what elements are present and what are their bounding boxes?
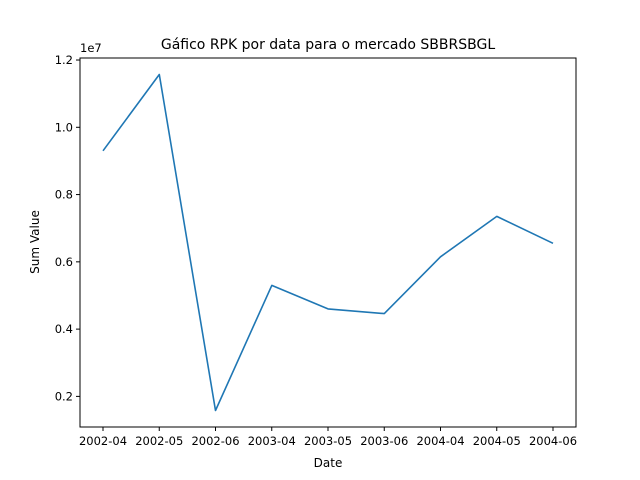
y-axis-label: Sum Value — [28, 210, 42, 274]
y-tick-label: 0.6 — [55, 255, 73, 269]
x-tick-label: 2003-05 — [304, 434, 352, 448]
chart-title: Gáfico RPK por data para o mercado SBBRS… — [161, 37, 495, 53]
y-tick-label: 0.4 — [55, 322, 73, 336]
y-tick-label: 1.0 — [55, 120, 73, 134]
y-tick-label: 0.2 — [55, 389, 73, 403]
plot-area-frame — [79, 57, 577, 428]
x-tick-label: 2004-06 — [529, 434, 577, 448]
x-tick-label: 2002-05 — [135, 434, 183, 448]
series-line — [102, 73, 554, 412]
x-tick-label: 2003-06 — [360, 434, 408, 448]
y-axis-offset-label: 1e7 — [80, 41, 102, 55]
y-tick-label: 0.8 — [55, 188, 73, 202]
x-axis-label: Date — [314, 456, 343, 470]
x-tick-label: 2004-05 — [473, 434, 521, 448]
series-layer — [102, 73, 554, 412]
x-tick-label: 2004-04 — [416, 434, 464, 448]
x-tick-label: 2002-06 — [191, 434, 239, 448]
ticks-layer: 2002-04 2002-05 2002-06 2003-04 2003-05 2003-… — [55, 53, 577, 448]
y-tick-label: 1.2 — [55, 53, 73, 67]
x-tick-label: 2002-04 — [79, 434, 127, 448]
x-tick-label: 2003-04 — [248, 434, 296, 448]
